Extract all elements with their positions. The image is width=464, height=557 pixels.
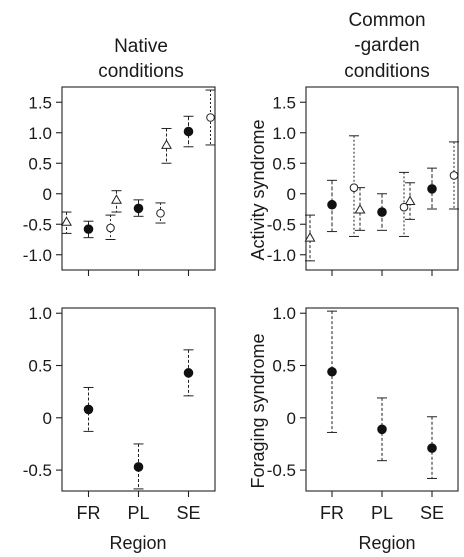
- data-point-filled-circle: [377, 424, 387, 435]
- y-tick-label: -1.0: [23, 246, 52, 265]
- data-point-open-triangle: [354, 204, 366, 214]
- data-point-filled-circle: [133, 462, 144, 472]
- col-title-common-line1: Common: [348, 10, 425, 31]
- y-tick-label: 0.5: [28, 357, 52, 376]
- data-point-filled-circle: [377, 207, 387, 217]
- ylabel-activity: Activity syndrome: [248, 119, 268, 260]
- x-tick-label-fr: FR: [320, 503, 344, 523]
- y-tick-label: 1.0: [272, 124, 296, 143]
- y-tick-label: 0.5: [272, 357, 296, 376]
- x-tick-label-fr: FR: [77, 503, 101, 523]
- y-tick-label: -0.5: [23, 461, 52, 480]
- y-tick-label: 1.0: [28, 304, 52, 323]
- data-point-open-triangle: [304, 232, 316, 242]
- y-tick-label: 0.5: [28, 154, 52, 173]
- panel-common-garden-foraging: -0.5 0 0.5 1.0 FR PL SE: [267, 304, 459, 523]
- data-point-open-circle: [206, 113, 215, 122]
- plot-frame: [61, 86, 216, 271]
- data-point-filled-circle: [327, 366, 337, 377]
- y-tick-label: 0.5: [272, 154, 296, 173]
- col-title-native-line2: conditions: [98, 61, 184, 82]
- data-point-open-triangle: [161, 139, 172, 149]
- x-tick-label-pl: PL: [127, 503, 149, 523]
- y-tick-label: 1.5: [272, 93, 296, 112]
- col-title-native-line1: Native: [114, 36, 168, 57]
- y-tick-label: 0: [43, 185, 52, 204]
- y-tick-label: 1.0: [272, 304, 296, 323]
- y-tick-label: 0: [43, 409, 52, 428]
- plot-frame: [305, 86, 459, 271]
- y-tick-label: -0.5: [23, 215, 52, 234]
- y-tick-label: 1.5: [28, 93, 52, 112]
- data-point-filled-circle: [327, 199, 337, 210]
- data-point-filled-circle: [83, 404, 94, 415]
- data-point-open-triangle: [111, 194, 122, 204]
- y-tick-label: 0: [287, 185, 296, 204]
- ylabel-foraging: Foraging syndrome: [248, 333, 268, 488]
- y-tick-label: -0.5: [267, 215, 296, 234]
- xlabel-native: Region: [109, 533, 166, 553]
- panel-native-activity: -1.0 -0.5 0 0.5 1.0 1.5: [23, 86, 216, 276]
- data-point-open-circle: [399, 202, 409, 212]
- data-point-open-circle: [106, 223, 115, 233]
- panel-native-foraging: -0.5 0 0.5 1.0 FR PL SE: [23, 304, 216, 523]
- panel-common-garden-activity: -1.0 -0.5 0 0.5 1.0 1.5: [267, 86, 459, 276]
- col-title-common-line2: -garden: [354, 35, 420, 56]
- data-point-open-triangle: [61, 216, 72, 226]
- y-tick-label: -0.5: [267, 461, 296, 480]
- data-point-filled-circle: [427, 443, 437, 453]
- xlabel-common-garden: Region: [358, 533, 415, 553]
- data-point-filled-circle: [183, 368, 194, 378]
- data-point-filled-circle: [133, 203, 144, 214]
- data-point-filled-circle: [83, 224, 94, 234]
- data-point-open-triangle: [404, 195, 416, 206]
- col-title-common-line3: conditions: [344, 61, 430, 82]
- x-tick-label-se: SE: [176, 503, 200, 523]
- data-point-filled-circle: [427, 184, 437, 194]
- data-point-open-circle: [156, 208, 165, 218]
- y-tick-label: -1.0: [267, 246, 296, 265]
- x-tick-label-se: SE: [420, 503, 444, 523]
- data-point-open-circle: [349, 183, 359, 192]
- x-tick-label-pl: PL: [371, 503, 393, 523]
- data-point-filled-circle: [183, 126, 194, 137]
- y-tick-label: 0: [287, 409, 296, 428]
- data-point-open-circle: [449, 171, 459, 180]
- y-tick-label: 1.0: [28, 124, 52, 143]
